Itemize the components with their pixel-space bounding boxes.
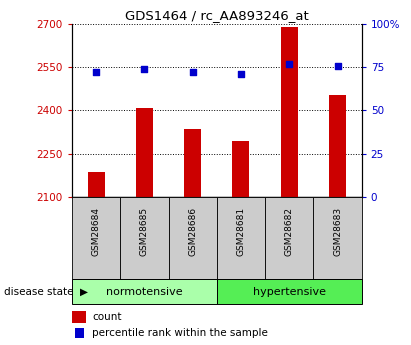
Bar (265, 197, 314, 279)
Bar (136, 108, 153, 197)
Text: count: count (92, 312, 122, 322)
Text: hypertensive: hypertensive (253, 287, 326, 296)
Bar (314, 197, 362, 279)
Point (141, 66, 148, 72)
Point (189, 70, 196, 75)
Text: percentile rank within the sample: percentile rank within the sample (92, 328, 268, 338)
Bar (169, 197, 217, 279)
Bar (329, 95, 346, 197)
Bar (233, 141, 249, 197)
Bar (184, 129, 201, 197)
Point (238, 71, 244, 77)
Bar (120, 197, 169, 279)
Text: GSM28685: GSM28685 (140, 207, 149, 256)
Bar (72, 197, 120, 279)
Text: GSM28683: GSM28683 (333, 207, 342, 256)
Text: GSM28684: GSM28684 (92, 207, 101, 256)
Point (93, 70, 99, 75)
Point (286, 61, 293, 67)
Text: GSM28686: GSM28686 (188, 207, 197, 256)
Bar (88, 172, 104, 197)
Bar (281, 27, 298, 197)
Text: GSM28682: GSM28682 (285, 207, 294, 256)
Title: GDS1464 / rc_AA893246_at: GDS1464 / rc_AA893246_at (125, 9, 309, 22)
Bar (217, 279, 362, 304)
Text: GSM28681: GSM28681 (236, 207, 245, 256)
Point (334, 63, 341, 68)
Text: disease state  ▶: disease state ▶ (4, 287, 88, 296)
Bar (75, 328, 83, 338)
Bar (72, 310, 86, 323)
Text: normotensive: normotensive (106, 287, 182, 296)
Bar (72, 279, 217, 304)
Bar (217, 197, 265, 279)
